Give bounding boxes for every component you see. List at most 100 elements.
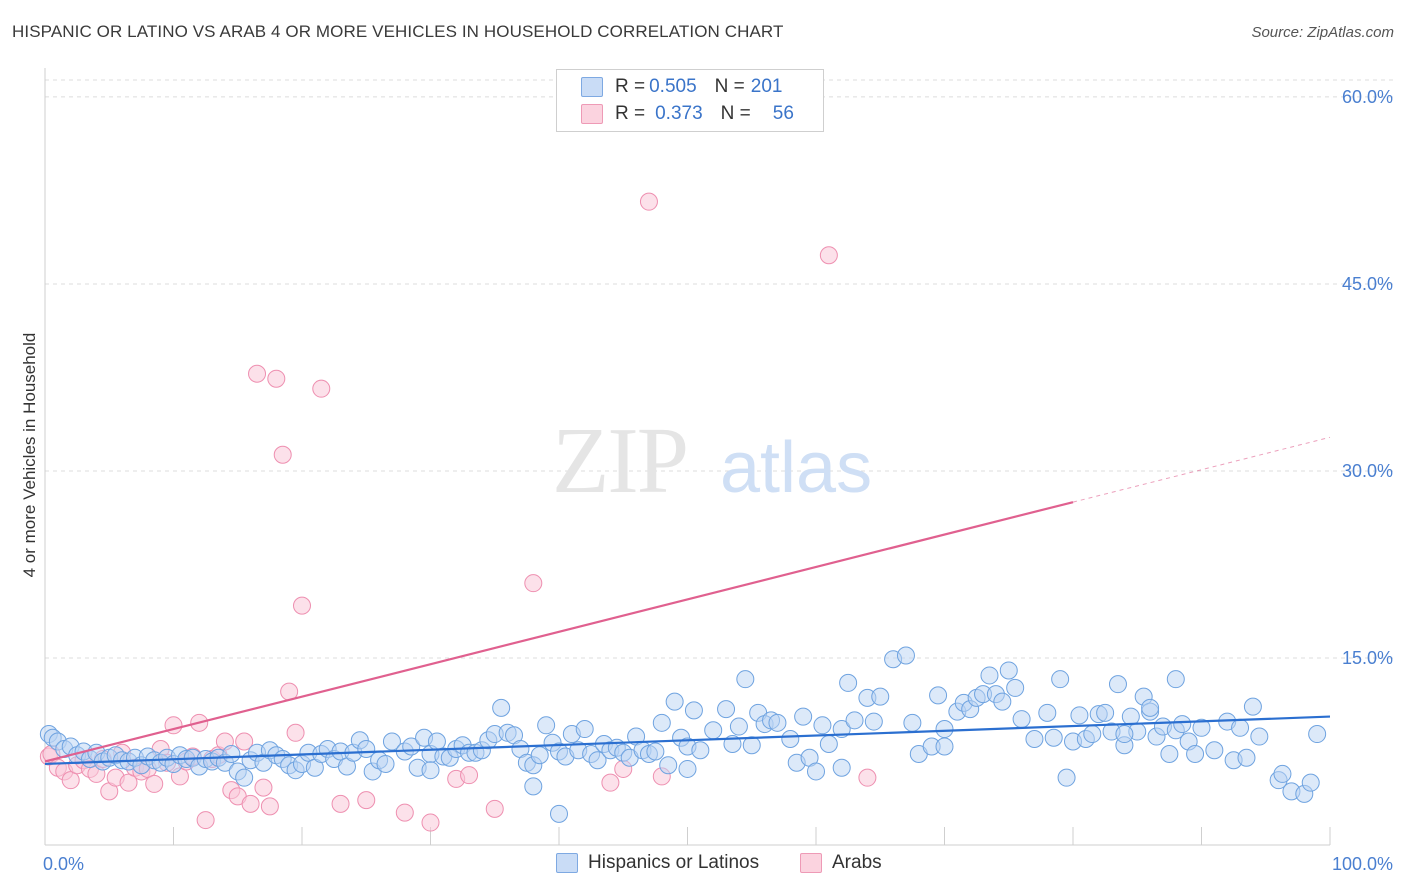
hispanic-point xyxy=(659,756,678,775)
legend: R = 0.505 N = 201 R = 0.373 N = 56 xyxy=(556,69,824,132)
hispanic-point xyxy=(845,711,864,730)
hispanic-point xyxy=(588,751,607,770)
arab-point xyxy=(858,768,877,787)
hispanic-point xyxy=(684,701,703,720)
source-label: Source: ZipAtlas.com xyxy=(1251,24,1394,41)
hispanic-point xyxy=(1308,725,1327,744)
hispanic-point xyxy=(903,713,922,732)
arab-point xyxy=(273,445,292,464)
legend-r-label: R = xyxy=(615,76,646,97)
arab-point xyxy=(293,596,311,615)
arab-point xyxy=(524,574,543,593)
legend-swatch-blue xyxy=(581,77,603,97)
hispanic-point xyxy=(492,698,511,717)
hispanic-point xyxy=(235,768,254,787)
hispanic-point xyxy=(1273,764,1292,783)
hispanic-point xyxy=(742,736,761,755)
hispanic-point xyxy=(871,687,890,706)
bottom-legend: Hispanics or Latinos Arabs xyxy=(0,852,1406,878)
hispanic-point xyxy=(427,732,446,751)
hispanic-point xyxy=(1205,741,1224,760)
legend-row-arabs: R = 0.373 N = 56 xyxy=(581,102,794,126)
x-tick-label: 100.0% xyxy=(1332,854,1393,874)
legend-row-hispanics: R = 0.505 N = 201 xyxy=(581,75,782,99)
bottom-legend-label: Hispanics or Latinos xyxy=(588,852,760,873)
hispanic-point xyxy=(768,713,787,732)
hispanic-point xyxy=(980,666,999,685)
hispanic-point xyxy=(1186,744,1205,763)
arab-point xyxy=(421,813,440,832)
hispanic-point xyxy=(421,761,440,780)
hispanic-point xyxy=(1006,678,1025,697)
y-tick-label: 45.0% xyxy=(1342,274,1393,294)
hispanic-point xyxy=(1096,703,1115,722)
watermark-zip: ZIP xyxy=(552,409,687,513)
arab-point xyxy=(241,794,260,813)
gridlines xyxy=(45,79,1395,659)
bottom-legend-arabs: Arabs xyxy=(800,852,882,874)
arab-point xyxy=(312,379,331,398)
arab-point xyxy=(254,778,273,797)
arab-point xyxy=(145,774,164,793)
y-tick-label: 15.0% xyxy=(1342,648,1393,668)
hispanic-point xyxy=(1012,710,1031,729)
legend-n-value: 56 xyxy=(772,103,794,124)
legend-r-value: 0.505 xyxy=(649,76,697,97)
hispanic-point xyxy=(524,777,543,796)
bottom-legend-label: Arabs xyxy=(832,852,882,873)
hispanic-point xyxy=(1301,773,1320,792)
hispanic-point xyxy=(376,754,395,773)
arab-point xyxy=(61,771,80,790)
bottom-legend-swatch-pink xyxy=(800,853,822,873)
y-tick-label: 60.0% xyxy=(1342,87,1393,107)
arab-point xyxy=(357,791,376,810)
hispanic-point xyxy=(1051,670,1070,689)
hispanic-point xyxy=(813,716,832,735)
hispanic-point xyxy=(929,686,948,705)
watermark: ZIP atlas xyxy=(552,409,872,513)
arab-point xyxy=(267,369,286,388)
hispanic-point xyxy=(736,670,755,689)
arabs-trend-line xyxy=(44,501,1074,763)
hispanic-point xyxy=(691,741,710,760)
hispanic-point xyxy=(1025,730,1044,749)
arab-point xyxy=(819,246,838,265)
hispanic-point xyxy=(807,762,825,781)
hispanic-point xyxy=(575,720,594,739)
hispanic-point xyxy=(781,730,800,749)
watermark-atlas: atlas xyxy=(720,428,872,508)
hispanic-point xyxy=(832,720,851,739)
hispanic-point xyxy=(729,717,748,736)
hispanic-point xyxy=(1250,727,1269,746)
hispanic-point xyxy=(794,707,813,726)
x-tick-labels: 0.0% 100.0% xyxy=(43,854,1393,874)
legend-r-value: 0.373 xyxy=(655,103,703,124)
hispanic-point xyxy=(1160,744,1179,763)
axes xyxy=(44,68,1331,846)
arab-point xyxy=(395,803,414,822)
chart-title: HISPANIC OR LATINO VS ARAB 4 OR MORE VEH… xyxy=(12,22,784,41)
y-tick-labels: 15.0% 30.0% 45.0% 60.0% xyxy=(1342,87,1393,668)
hispanic-point xyxy=(665,692,684,711)
hispanic-point xyxy=(1057,768,1076,787)
hispanic-point xyxy=(1070,706,1089,725)
hispanic-point xyxy=(717,700,736,719)
hispanic-point xyxy=(1115,725,1134,744)
trend-lines xyxy=(44,436,1331,766)
hispanic-point xyxy=(1083,725,1102,744)
hispanic-point xyxy=(537,716,556,735)
hispanic-point xyxy=(1243,697,1262,716)
hispanic-point xyxy=(1192,718,1211,737)
y-axis-label: 4 or more Vehicles in Household xyxy=(20,332,39,578)
hispanic-point xyxy=(832,758,851,777)
legend-swatch-pink xyxy=(581,104,603,124)
hispanic-point xyxy=(1237,748,1256,767)
hispanic-point xyxy=(530,746,549,765)
arab-point xyxy=(460,766,479,785)
hispanic-point xyxy=(839,673,858,692)
legend-n-label: N = xyxy=(714,76,745,97)
arab-point xyxy=(601,773,620,792)
hispanic-point xyxy=(1108,675,1127,694)
arab-point xyxy=(196,811,215,830)
